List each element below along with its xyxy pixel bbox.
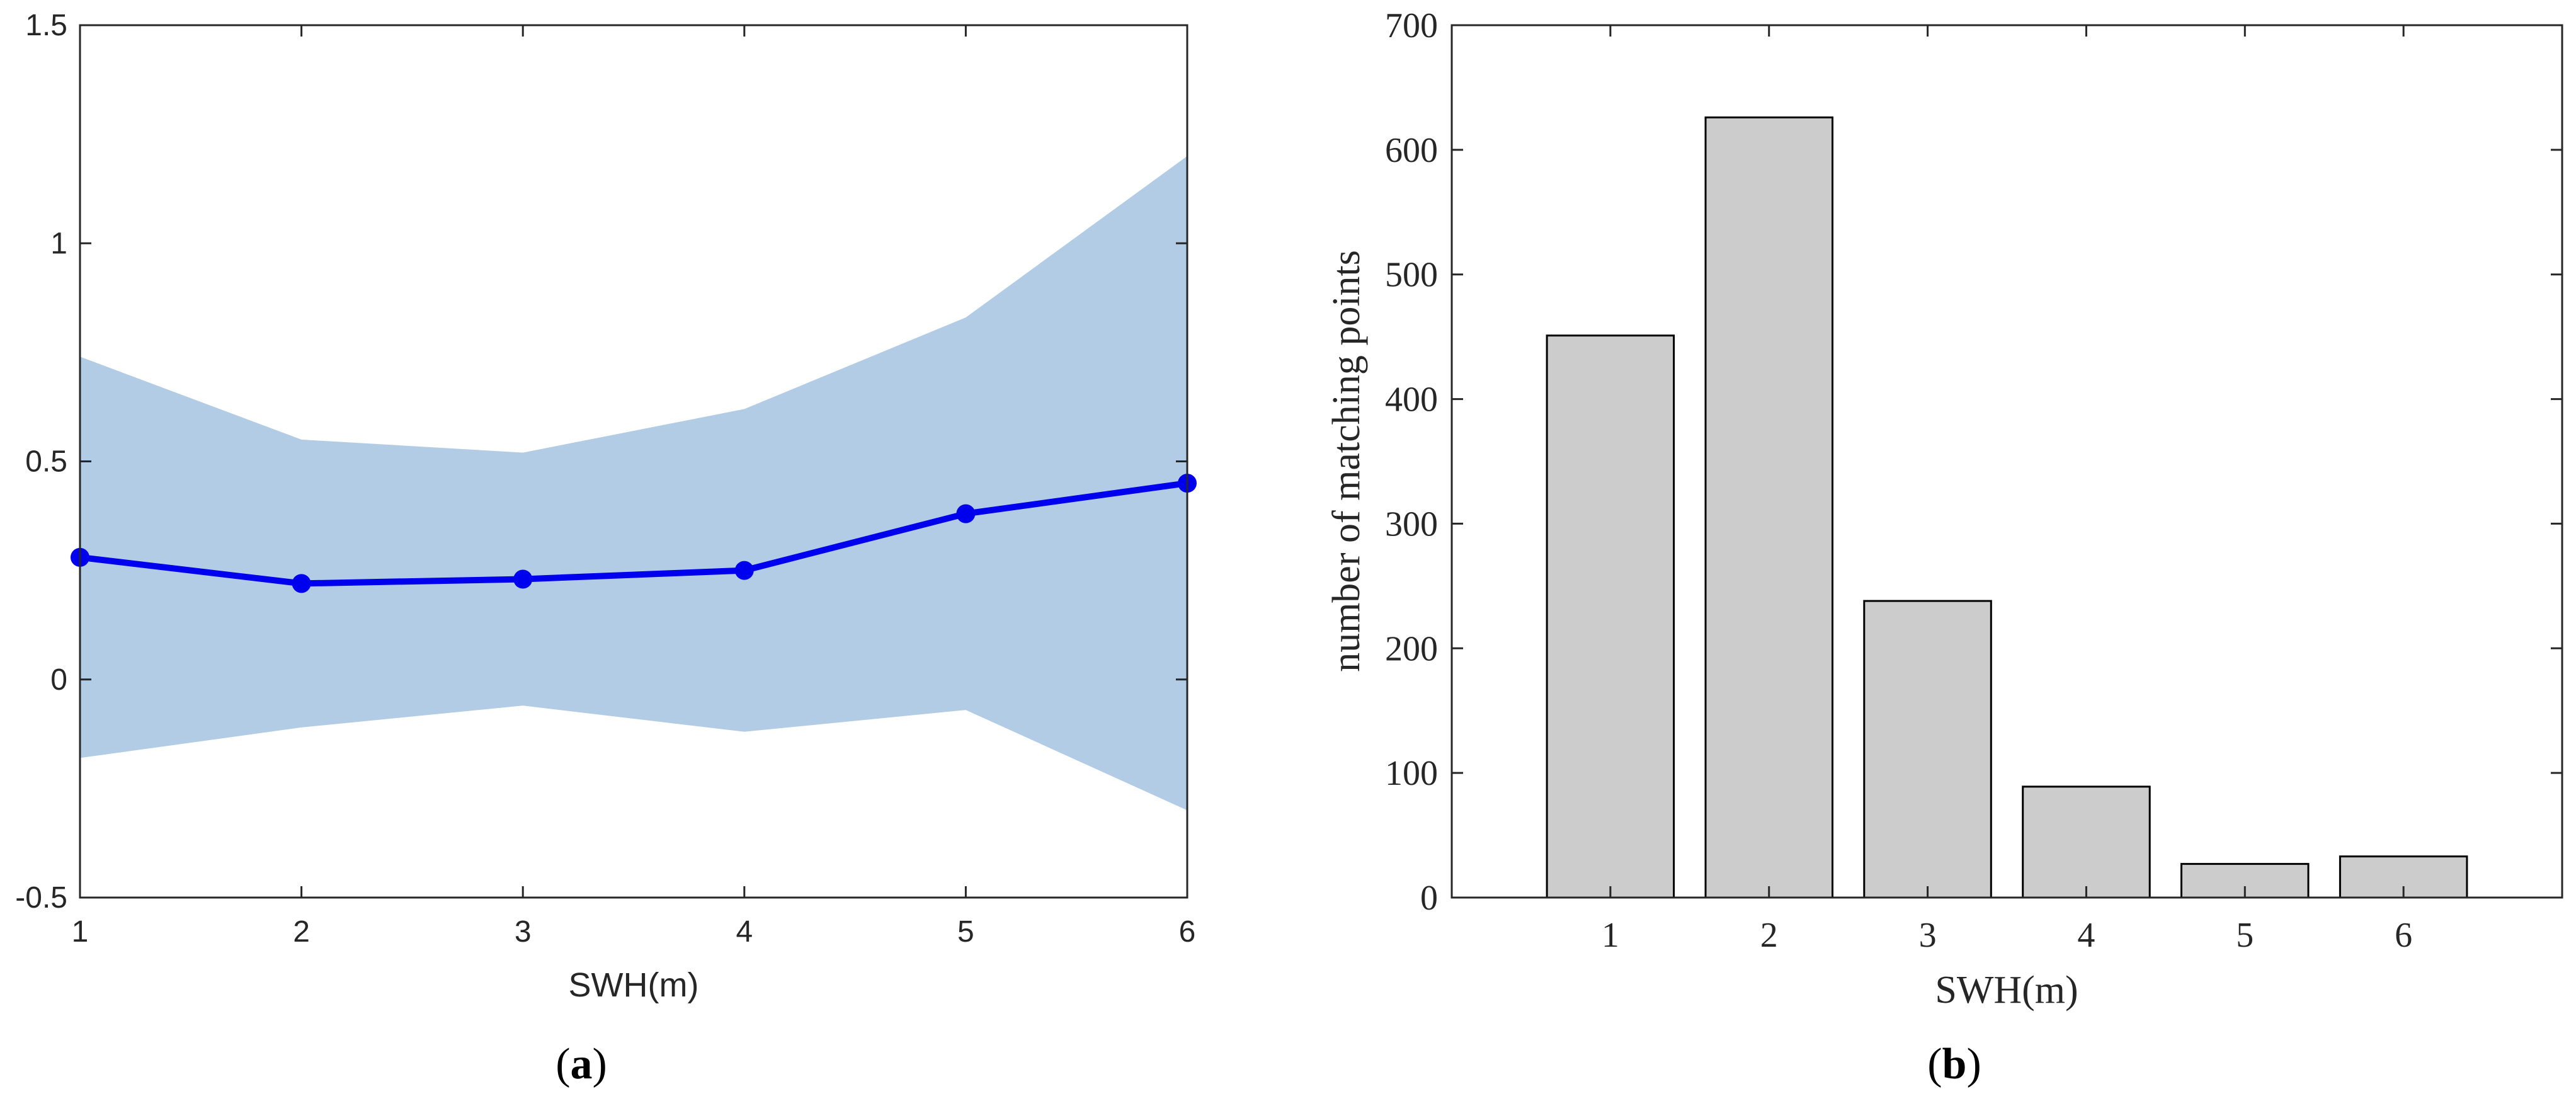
y-axis-b: 0 100 200 300 400 500 600 700: [1385, 6, 2562, 918]
panel-caption-a: (a): [556, 1040, 607, 1088]
y-tick-label: -0.5: [15, 881, 67, 915]
mean-line: [79, 480, 1188, 587]
bar: [1863, 600, 1992, 899]
y-axis-a: -0.5 0 0.5 1 1.5: [15, 9, 1187, 915]
x-tick-label: 1: [72, 915, 89, 949]
confidence-band: [80, 156, 1187, 811]
x-tick-label: 6: [1179, 915, 1196, 949]
y-tick-label: 500: [1385, 256, 1438, 295]
y-tick-label: 700: [1385, 6, 1438, 45]
panel-caption-b: (b): [1927, 1040, 1981, 1088]
panel-b-bar-chart: 0 100 200 300 400 500 600 700 1 2 3 4 5 6 SWH(m) num…: [1325, 6, 2563, 1088]
data-point: [292, 574, 311, 593]
x-tick-label: 1: [1602, 916, 1619, 955]
x-axis-a: 1 2 3 4 5 6: [72, 25, 1196, 949]
data-point: [513, 569, 533, 589]
x-tick-label: 2: [293, 915, 310, 949]
y-tick-label: 400: [1385, 380, 1438, 419]
x-axis-b: 1 2 3 4 5 6: [1602, 25, 2412, 955]
x-axis-label-b: SWH(m): [1935, 969, 2078, 1012]
y-tick-label: 300: [1385, 505, 1438, 544]
bars: [1546, 116, 2468, 899]
x-tick-label: 5: [2236, 916, 2254, 955]
bar: [1546, 334, 1675, 899]
y-axis-label-b: number of matching points: [1325, 250, 1368, 672]
x-tick-label: 6: [2395, 916, 2412, 955]
y-tick-label: 0: [50, 663, 67, 697]
panel-a-line-chart: -0.5 0 0.5 1 1.5 1 2 3 4 5 6 SWH(m) (a): [15, 9, 1197, 1088]
y-tick-label: 0.5: [25, 445, 67, 479]
x-tick-label: 3: [1919, 916, 1937, 955]
y-tick-label: 200: [1385, 629, 1438, 668]
y-tick-label: 1.5: [25, 9, 67, 42]
y-tick-label: 1: [50, 227, 67, 260]
y-tick-label: 0: [1420, 879, 1438, 918]
x-axis-label-a: SWH(m): [569, 966, 699, 1004]
x-tick-label: 4: [2077, 916, 2095, 955]
x-tick-label: 4: [736, 915, 753, 949]
x-tick-label: 2: [1760, 916, 1778, 955]
y-tick-label: 600: [1385, 131, 1438, 170]
data-point: [956, 504, 976, 523]
y-tick-label: 100: [1385, 754, 1438, 793]
x-tick-label: 5: [957, 915, 974, 949]
plot-frame-b: [1450, 24, 2563, 899]
data-point: [734, 561, 754, 580]
x-tick-label: 3: [515, 915, 532, 949]
bar: [1704, 116, 1833, 899]
bar: [2022, 785, 2151, 899]
